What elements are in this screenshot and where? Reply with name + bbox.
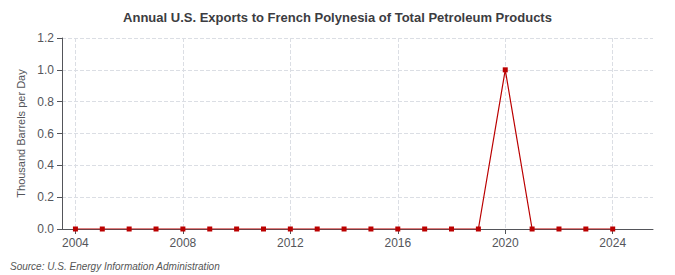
svg-text:0.2: 0.2 <box>37 190 54 204</box>
svg-text:0.0: 0.0 <box>37 222 54 236</box>
svg-text:0.4: 0.4 <box>37 158 54 172</box>
svg-text:Source: U.S. Energy Informatio: Source: U.S. Energy Information Administ… <box>10 261 220 272</box>
svg-text:Annual U.S. Exports to French: Annual U.S. Exports to French Polynesia … <box>123 10 552 25</box>
svg-text:0.6: 0.6 <box>37 127 54 141</box>
svg-text:2008: 2008 <box>170 236 197 250</box>
svg-text:2012: 2012 <box>277 236 304 250</box>
svg-text:Thousand Barrels per Day: Thousand Barrels per Day <box>15 69 27 198</box>
svg-text:1.0: 1.0 <box>37 63 54 77</box>
svg-text:2004: 2004 <box>62 236 89 250</box>
svg-text:0.8: 0.8 <box>37 95 54 109</box>
svg-text:2020: 2020 <box>492 236 519 250</box>
svg-text:2016: 2016 <box>384 236 411 250</box>
svg-text:1.2: 1.2 <box>37 31 54 45</box>
svg-text:2024: 2024 <box>599 236 626 250</box>
